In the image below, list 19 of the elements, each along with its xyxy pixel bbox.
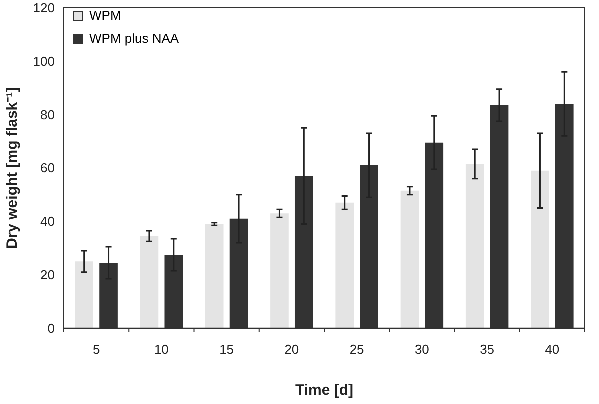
x-tick-label: 10 — [154, 342, 169, 357]
legend-label: WPM — [90, 8, 122, 24]
x-tick-label: 35 — [480, 342, 495, 357]
x-tick-label: 15 — [220, 342, 234, 357]
y-tick-label: 80 — [40, 107, 55, 122]
x-axis-title: Time [d] — [295, 382, 354, 400]
x-tick-label: 5 — [92, 342, 100, 357]
y-tick-label: 0 — [48, 320, 55, 336]
y-tick-label: 100 — [33, 54, 55, 69]
legend-label: WPM plus NAA — [90, 31, 180, 46]
y-tick-label: 120 — [33, 0, 55, 16]
x-tick-label: 40 — [545, 342, 560, 357]
y-axis-title: Dry weight [mg flask⁻¹] — [4, 87, 22, 250]
x-tick-label: 20 — [284, 342, 300, 357]
y-tick-label: 20 — [40, 268, 55, 282]
y-tick-label: 60 — [40, 160, 55, 176]
x-tick-label: 30 — [414, 342, 430, 357]
x-tick-label: 25 — [350, 342, 364, 357]
y-tick-label: 40 — [40, 214, 55, 230]
